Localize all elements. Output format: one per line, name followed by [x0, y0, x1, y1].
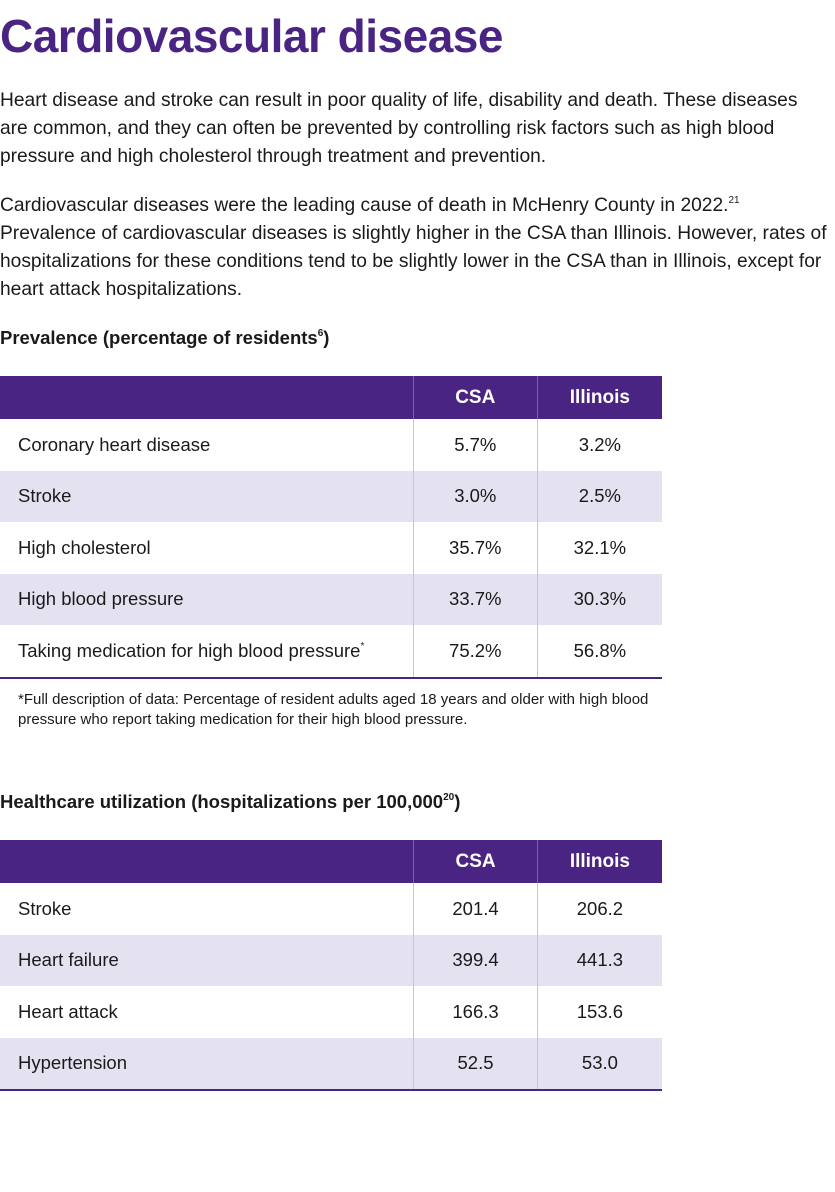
illinois-value: 206.2 — [536, 883, 662, 935]
table-row: Heart attack 166.3 153.6 — [0, 986, 662, 1038]
reference-20: 20 — [443, 792, 455, 803]
utilization-heading: Healthcare utilization (hospitalizations… — [0, 790, 460, 814]
table-header-row: CSA Illinois — [0, 840, 662, 883]
intro-paragraph-2-text: Cardiovascular diseases were the leading… — [0, 195, 729, 216]
table-row: High cholesterol 35.7% 32.1% — [0, 522, 662, 574]
row-label: High blood pressure — [0, 573, 414, 625]
column-header-label — [0, 376, 414, 419]
reference-21: 21 — [728, 195, 740, 206]
row-label: High cholesterol — [18, 536, 151, 558]
table-row: High blood pressure 33.7% 30.3% — [0, 573, 662, 625]
column-header-illinois: Illinois — [536, 840, 662, 883]
row-label: Heart failure — [0, 934, 414, 986]
csa-value: 5.7% — [412, 419, 538, 471]
row-label-text: Taking medication for high blood pressur… — [18, 639, 361, 661]
table-row: Coronary heart disease 5.7% 3.2% — [0, 419, 662, 471]
prevalence-table: CSA Illinois Coronary heart disease 5.7%… — [0, 376, 662, 679]
column-header-label — [0, 840, 414, 883]
footnote-marker: * — [360, 640, 365, 652]
row-label: Coronary heart disease — [18, 433, 211, 455]
csa-value: 52.5 — [413, 1037, 538, 1091]
illinois-value: 53.0 — [536, 1037, 662, 1091]
utilization-heading-text: Healthcare utilization (hospitalizations… — [0, 791, 444, 812]
table-row: Heart failure 399.4 441.3 — [0, 934, 662, 986]
table-row: Stroke 3.0% 2.5% — [0, 470, 662, 522]
illinois-value: 56.8% — [536, 625, 662, 679]
reference-6: 6 — [317, 328, 324, 339]
illinois-value: 153.6 — [536, 986, 662, 1038]
prevalence-heading: Prevalence (percentage of residents6) — [0, 326, 329, 350]
csa-value: 201.4 — [413, 883, 538, 935]
csa-value: 35.7% — [412, 522, 538, 574]
illinois-value: 30.3% — [536, 573, 662, 625]
column-header-illinois: Illinois — [536, 376, 662, 419]
csa-value: 399.4 — [413, 934, 538, 986]
column-header-csa: CSA — [413, 840, 538, 883]
row-label: Heart attack — [18, 1000, 118, 1022]
row-label: Hypertension — [0, 1037, 414, 1091]
illinois-value: 2.5% — [536, 470, 662, 522]
csa-value: 166.3 — [413, 986, 538, 1038]
csa-value: 75.2% — [412, 625, 538, 679]
intro-paragraph-2: Cardiovascular diseases were the leading… — [0, 192, 830, 304]
table-row: Stroke 201.4 206.2 — [0, 883, 662, 935]
intro-paragraph-1: Heart disease and stroke can result in p… — [0, 90, 798, 167]
column-header-csa: CSA — [412, 376, 538, 419]
row-label: Taking medication for high blood pressur… — [0, 625, 414, 679]
csa-value: 33.7% — [412, 573, 538, 625]
illinois-value: 3.2% — [536, 419, 662, 471]
prevalence-footnote: *Full description of data: Percentage of… — [18, 691, 649, 728]
row-label: Stroke — [0, 470, 414, 522]
row-label: Stroke — [18, 897, 72, 919]
intro-paragraph-2-continued: Prevalence of cardiovascular diseases is… — [0, 223, 827, 300]
table-row: Taking medication for high blood pressur… — [0, 625, 662, 679]
prevalence-heading-text: Prevalence (percentage of residents — [0, 327, 318, 348]
illinois-value: 32.1% — [536, 522, 662, 574]
page-title: Cardiovascular disease — [0, 10, 503, 62]
utilization-heading-close: ) — [454, 791, 461, 812]
prevalence-heading-close: ) — [323, 327, 330, 348]
table-header-row: CSA Illinois — [0, 376, 662, 419]
illinois-value: 441.3 — [536, 934, 662, 986]
table-row: Hypertension 52.5 53.0 — [0, 1037, 662, 1091]
csa-value: 3.0% — [412, 470, 538, 522]
utilization-table: CSA Illinois Stroke 201.4 206.2 Heart fa… — [0, 840, 662, 1091]
